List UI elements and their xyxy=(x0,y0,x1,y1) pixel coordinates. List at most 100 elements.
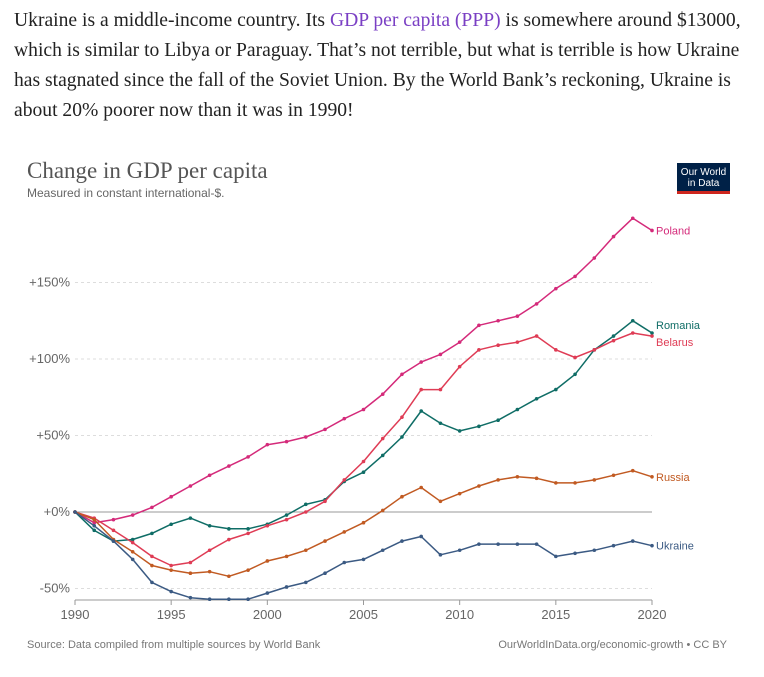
data-point-romania xyxy=(92,528,97,533)
data-point-ukraine xyxy=(515,542,520,546)
data-point-poland xyxy=(227,464,231,468)
data-point-russia xyxy=(361,520,366,525)
data-point-russia xyxy=(342,530,347,534)
data-point-russia xyxy=(534,476,539,481)
data-point-poland xyxy=(554,286,558,291)
data-point-russia xyxy=(419,485,424,490)
series-line-poland xyxy=(74,217,653,524)
data-point-ukraine xyxy=(419,534,424,539)
data-point-poland xyxy=(457,340,462,344)
data-point-ukraine xyxy=(130,557,135,562)
data-point-ukraine xyxy=(457,548,462,553)
series-label-belarus: Belarus xyxy=(656,337,694,349)
data-point-ukraine xyxy=(207,597,212,602)
data-point-poland xyxy=(150,505,154,510)
data-point-poland xyxy=(630,216,635,221)
data-point-ukraine xyxy=(650,543,654,548)
data-point-belarus xyxy=(111,528,116,533)
owid-logo[interactable]: Our World in Data xyxy=(677,163,730,194)
data-point-belarus xyxy=(611,338,616,343)
data-point-romania xyxy=(207,523,212,528)
data-point-russia xyxy=(150,563,154,568)
data-point-romania xyxy=(515,407,520,412)
data-point-belarus xyxy=(573,355,577,360)
data-point-belarus xyxy=(554,348,558,352)
gdp-per-capita-link[interactable]: GDP per capita (PPP) xyxy=(329,10,501,31)
data-point-russia xyxy=(611,473,616,478)
data-point-belarus xyxy=(592,348,597,352)
owid-logo-line1: Our World xyxy=(680,167,727,178)
data-point-poland xyxy=(534,302,539,306)
data-point-russia xyxy=(592,478,597,482)
data-point-poland xyxy=(323,427,327,432)
data-point-ukraine xyxy=(342,560,347,565)
data-point-poland xyxy=(342,416,347,421)
intro-text-after: is somewhere around $13000, which is sim… xyxy=(14,10,741,121)
data-point-poland xyxy=(400,372,404,377)
intro-text-before: Ukraine is a middle-income country. Its xyxy=(14,10,330,31)
data-point-romania xyxy=(496,418,500,423)
data-point-russia xyxy=(284,554,289,559)
data-point-belarus xyxy=(515,340,520,344)
series-lines xyxy=(73,216,654,602)
data-point-belarus xyxy=(419,387,424,392)
data-point-belarus xyxy=(246,531,250,536)
data-point-poland xyxy=(650,228,654,233)
data-point-ukraine xyxy=(477,542,481,546)
data-point-ukraine xyxy=(361,557,366,562)
data-point-belarus xyxy=(438,387,443,392)
data-point-ukraine xyxy=(111,539,116,543)
data-point-ukraine xyxy=(400,539,404,543)
data-point-ukraine xyxy=(246,597,250,602)
data-point-russia xyxy=(207,569,212,574)
data-point-belarus xyxy=(477,348,481,352)
data-point-poland xyxy=(380,392,385,396)
data-point-russia xyxy=(477,484,481,488)
data-point-russia xyxy=(304,548,308,553)
data-point-poland xyxy=(304,435,308,439)
credit-link[interactable]: OurWorldInData.org/economic-growth • CC … xyxy=(498,639,727,651)
series-label-poland: Poland xyxy=(656,225,690,237)
y-tick-label: +50% xyxy=(36,428,70,443)
data-point-russia xyxy=(630,468,635,473)
data-point-russia xyxy=(554,481,558,485)
chart-subtitle: Measured in constant international-$. xyxy=(27,186,225,200)
data-point-poland xyxy=(592,256,597,260)
y-tick-label: +150% xyxy=(29,275,70,290)
data-point-russia xyxy=(496,478,500,482)
data-point-ukraine xyxy=(92,523,97,528)
source-note[interactable]: Source: Data compiled from multiple sour… xyxy=(27,639,321,651)
data-point-ukraine xyxy=(284,585,289,589)
data-point-belarus xyxy=(169,563,173,568)
data-point-russia xyxy=(650,475,654,479)
data-point-romania xyxy=(400,435,404,439)
series-line-ukraine xyxy=(74,511,653,600)
data-point-russia xyxy=(188,571,193,575)
x-tick-label: 2010 xyxy=(445,607,474,622)
data-point-poland xyxy=(207,473,212,478)
gridlines xyxy=(75,282,652,589)
data-point-romania xyxy=(227,527,231,531)
data-point-russia xyxy=(130,549,135,554)
data-point-romania xyxy=(554,387,558,392)
data-point-russia xyxy=(227,574,231,579)
data-point-poland xyxy=(246,455,250,459)
data-point-belarus xyxy=(342,478,347,482)
data-point-belarus xyxy=(150,554,154,559)
data-point-belarus xyxy=(650,334,654,338)
data-point-romania xyxy=(419,409,424,413)
data-point-poland xyxy=(496,318,500,323)
data-point-ukraine xyxy=(265,591,270,595)
series-line-belarus xyxy=(74,332,653,567)
data-point-romania xyxy=(380,453,385,458)
data-point-ukraine xyxy=(438,553,443,557)
data-point-romania xyxy=(169,522,173,527)
data-point-poland xyxy=(611,234,616,239)
data-point-romania xyxy=(477,424,481,429)
data-point-poland xyxy=(477,323,481,328)
data-point-belarus xyxy=(361,459,366,464)
data-point-belarus xyxy=(304,510,308,514)
series-label-russia: Russia xyxy=(656,472,691,484)
data-point-ukraine xyxy=(73,510,77,514)
data-point-belarus xyxy=(284,517,289,522)
